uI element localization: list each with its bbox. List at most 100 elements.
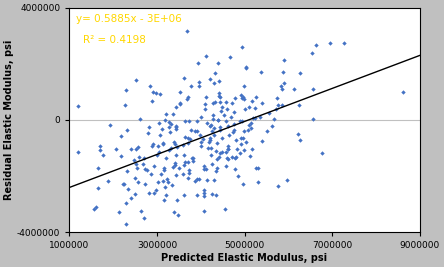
Point xyxy=(228,155,235,159)
Point xyxy=(243,66,250,70)
Point xyxy=(155,121,163,125)
Point xyxy=(290,87,297,92)
Point xyxy=(251,106,258,110)
Point xyxy=(186,171,193,175)
Point xyxy=(198,140,205,144)
Point xyxy=(294,132,301,136)
Point xyxy=(142,182,149,186)
Point xyxy=(327,41,334,45)
Point xyxy=(197,133,204,138)
Point xyxy=(203,178,210,182)
Point xyxy=(297,71,304,75)
Point xyxy=(232,167,239,171)
Point xyxy=(123,222,130,226)
Point xyxy=(216,125,223,129)
Point xyxy=(254,180,262,184)
Point xyxy=(295,103,302,107)
Point xyxy=(162,185,169,190)
Point xyxy=(166,120,173,124)
Point xyxy=(155,236,162,240)
Point xyxy=(253,95,260,99)
Point xyxy=(167,122,174,126)
Point xyxy=(174,213,181,217)
Point xyxy=(240,136,247,140)
Point xyxy=(193,177,200,181)
Point xyxy=(257,70,264,74)
Point xyxy=(214,141,221,145)
Point xyxy=(127,147,135,151)
Point xyxy=(149,90,156,94)
Point xyxy=(207,135,214,140)
Point xyxy=(296,138,303,142)
Point xyxy=(225,144,232,148)
Point xyxy=(230,129,237,134)
Point xyxy=(162,118,169,122)
Point xyxy=(195,80,202,84)
Point xyxy=(210,101,217,105)
Point xyxy=(283,178,290,182)
Point xyxy=(247,126,254,130)
Point xyxy=(94,186,101,191)
Point xyxy=(274,96,281,100)
Point xyxy=(309,51,316,56)
Point xyxy=(230,121,238,126)
Point xyxy=(174,145,181,149)
Point xyxy=(238,96,246,100)
Point xyxy=(137,116,144,121)
Point xyxy=(279,70,286,74)
Point xyxy=(123,128,131,132)
Point xyxy=(181,163,188,167)
Point xyxy=(240,148,247,152)
Point xyxy=(228,101,235,105)
Point xyxy=(240,182,247,186)
Point xyxy=(258,101,266,105)
Point xyxy=(75,150,82,155)
Point xyxy=(99,153,106,157)
Point xyxy=(245,105,252,109)
Point xyxy=(181,160,188,164)
Point xyxy=(264,128,271,133)
Point xyxy=(171,210,178,214)
Point xyxy=(226,132,233,137)
Point xyxy=(91,207,98,211)
Point xyxy=(231,96,238,100)
Point xyxy=(132,77,139,82)
Point xyxy=(185,141,192,146)
Point xyxy=(195,84,202,88)
Point xyxy=(154,144,161,148)
X-axis label: Predicted Elastic Modulus, psi: Predicted Elastic Modulus, psi xyxy=(162,253,328,263)
Point xyxy=(209,192,216,197)
Point xyxy=(112,147,119,151)
Point xyxy=(97,144,104,148)
Point xyxy=(216,151,223,155)
Point xyxy=(237,119,244,123)
Point xyxy=(214,61,222,65)
Point xyxy=(185,95,192,100)
Point xyxy=(216,128,223,132)
Y-axis label: Residual Elastic Modulus, psi: Residual Elastic Modulus, psi xyxy=(4,40,14,200)
Point xyxy=(206,138,214,142)
Point xyxy=(186,137,193,142)
Point xyxy=(172,160,179,165)
Point xyxy=(190,159,197,163)
Point xyxy=(187,84,194,88)
Point xyxy=(201,164,208,168)
Point xyxy=(242,140,249,144)
Point xyxy=(213,149,220,154)
Point xyxy=(206,124,213,128)
Point xyxy=(118,134,125,138)
Point xyxy=(241,128,248,133)
Point xyxy=(151,163,158,168)
Point xyxy=(144,131,151,135)
Point xyxy=(211,178,218,183)
Point xyxy=(185,119,192,123)
Point xyxy=(132,162,139,167)
Point xyxy=(218,105,226,109)
Point xyxy=(198,144,205,148)
Point xyxy=(158,172,165,176)
Point xyxy=(222,164,229,168)
Point xyxy=(215,94,222,99)
Point xyxy=(242,107,249,111)
Point xyxy=(201,194,208,198)
Point xyxy=(137,209,144,213)
